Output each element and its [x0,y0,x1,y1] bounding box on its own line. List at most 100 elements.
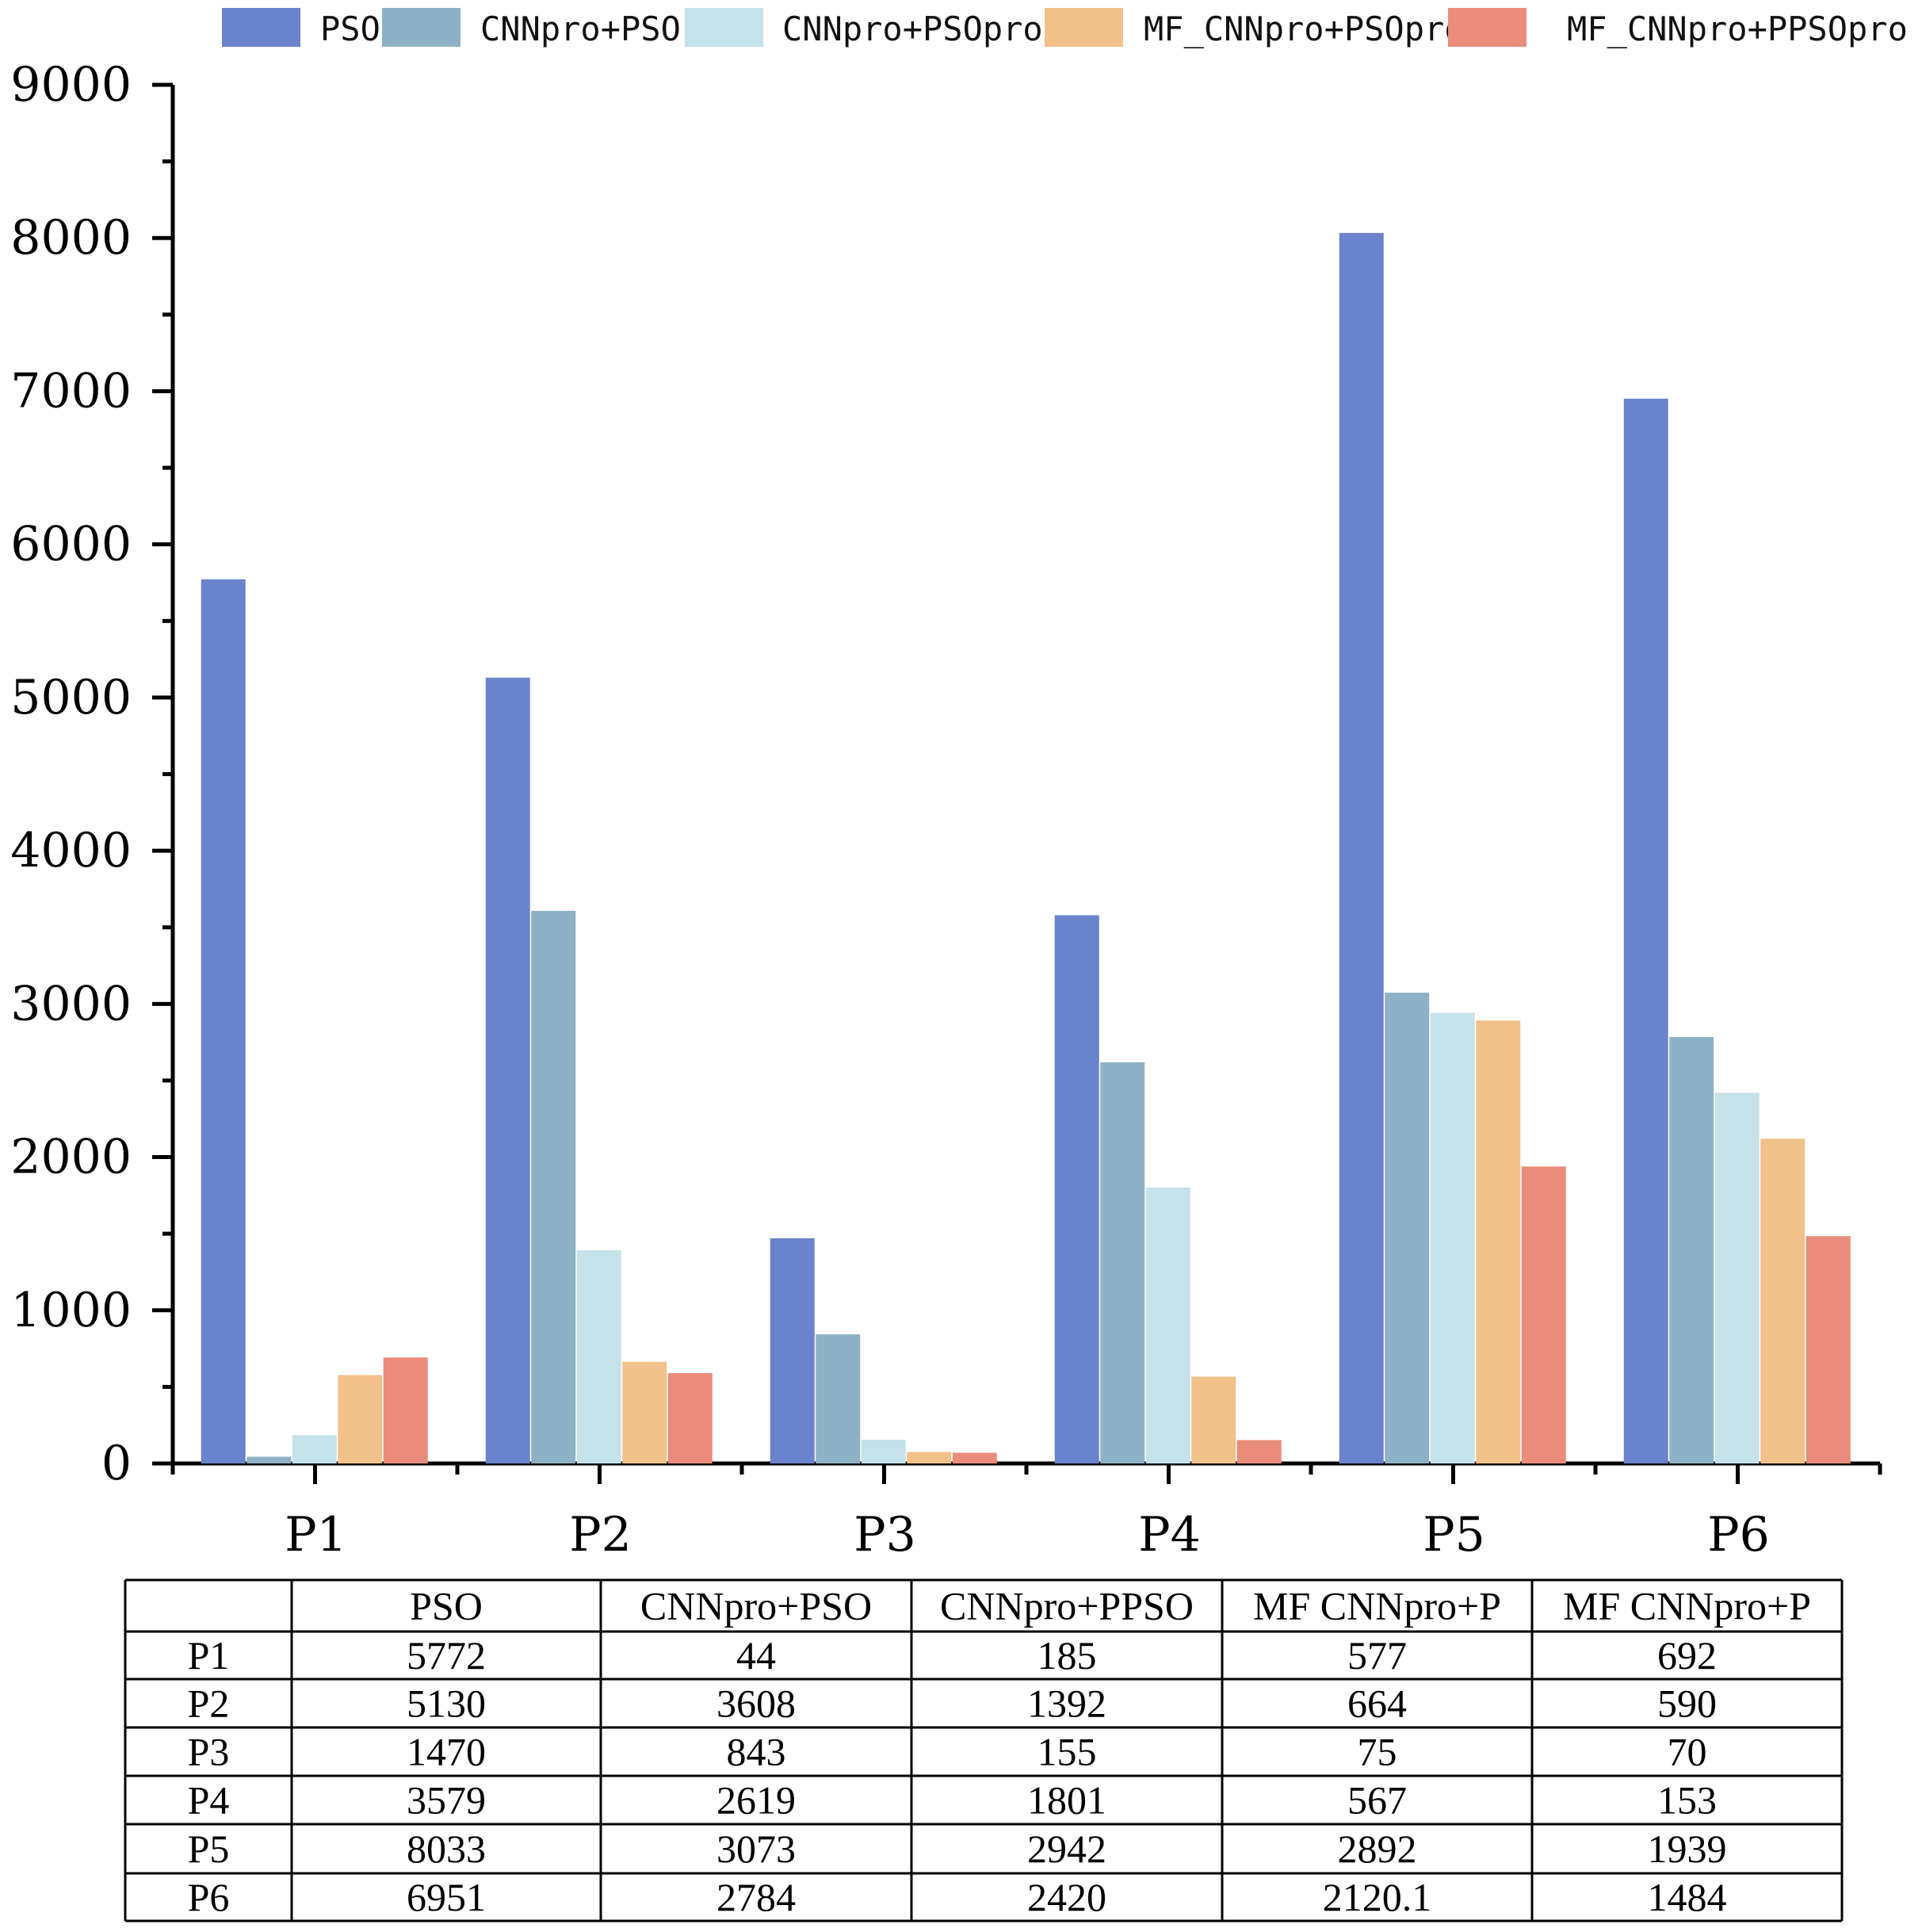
x-category-label: P3 [854,1507,916,1563]
y-tick-label: 9000 [10,57,132,113]
table-cell: 1484 [1648,1875,1727,1919]
y-tick-label: 5000 [10,670,132,725]
x-category-label: P4 [1138,1507,1201,1563]
axes: 0 1000 2000 3000 4000 5000 6000 7000 8000 9000 P1 P… [10,57,1882,1563]
bar-p1-series-5 [383,1357,428,1463]
legend: PSO CNNpro+PSO CNNpro+PSOpro MF_CNNpro+PSOp… [222,8,1908,48]
bar-p4-series-4 [1191,1376,1236,1463]
table-cell: 1470 [407,1730,486,1774]
bar-p4-series-2 [1100,1062,1145,1463]
table-cell: 3608 [716,1681,796,1726]
bar-p4-series-3 [1145,1188,1190,1463]
data-table: PSO CNNpro+PSO CNNpro+PPSO MF CNNpro+P MF CN… [124,1578,1844,1922]
table-cell: 2420 [1027,1875,1106,1919]
table-cell: 664 [1347,1681,1407,1726]
table-cell: 692 [1657,1633,1717,1678]
table-row-label: P4 [188,1778,230,1823]
x-category-label: P5 [1423,1507,1485,1563]
table-row-label: P1 [188,1633,230,1678]
table-row-label: P5 [188,1827,230,1871]
y-tick-label: 6000 [10,517,132,572]
bar-p6-series-2 [1669,1037,1714,1463]
bar-p6-series-1 [1623,398,1668,1463]
legend-label-4: MF_CNNpro+PSOpro [1144,10,1465,48]
table-cell: 2784 [716,1875,796,1919]
table-row-label: P6 [188,1875,230,1919]
bar-p5-series-3 [1430,1012,1475,1463]
bar-p3-series-5 [952,1452,997,1463]
legend-swatch-4 [1045,8,1123,47]
table-cell: 1939 [1648,1827,1727,1871]
table-cell: 8033 [407,1827,486,1871]
legend-label-2: CNNpro+PSO [480,10,681,48]
bar-p6-series-5 [1805,1236,1851,1463]
table-cell: 155 [1037,1730,1097,1774]
table-cell: 70 [1668,1730,1707,1774]
table-cell: 567 [1347,1778,1407,1823]
y-tick-label: 3000 [10,976,132,1031]
bar-p1-series-4 [338,1375,383,1463]
table-cell: 2942 [1027,1827,1106,1871]
bar-p5-series-2 [1385,993,1430,1463]
table-cell: 153 [1657,1778,1717,1823]
bar-p3-series-3 [861,1440,906,1463]
table-cell: 5130 [407,1681,486,1726]
bar-p2-series-4 [622,1361,667,1463]
bar-p3-series-4 [907,1452,952,1463]
y-tick-label: 7000 [10,363,132,419]
bar-p2-series-1 [485,677,530,1463]
table-cell: 3579 [407,1778,486,1823]
bar-p3-series-1 [770,1238,815,1463]
bar-p1-series-3 [292,1435,337,1463]
y-tick-label: 8000 [10,210,132,266]
y-tick-label: 0 [101,1436,132,1491]
bar-p2-series-5 [667,1373,713,1463]
table-cell: 6951 [407,1875,486,1919]
table-header-cell: MF CNNpro+P [1563,1584,1811,1628]
bar-p6-series-4 [1760,1138,1805,1463]
legend-label-5: MF_CNNpro+PPSOpro [1567,10,1908,48]
bar-series [201,232,1851,1464]
table-cell: 5772 [407,1633,486,1678]
table-cell: 843 [727,1730,786,1774]
bar-p5-series-4 [1476,1020,1521,1463]
x-category-label: P2 [569,1507,632,1563]
bar-p3-series-2 [816,1334,861,1463]
table-cell: 2892 [1338,1827,1417,1871]
table-cell: 2619 [716,1778,796,1823]
bar-p2-series-3 [576,1250,621,1463]
legend-swatch-3 [685,8,763,47]
table-cell: 2120.1 [1323,1875,1432,1919]
bar-p1-series-1 [201,579,246,1463]
table-row-label: P2 [188,1681,230,1726]
table-cell: 75 [1358,1730,1397,1774]
table-cell: 1392 [1027,1681,1106,1726]
legend-swatch-1 [222,8,300,47]
table-cell: 1801 [1027,1778,1106,1823]
bar-p5-series-1 [1339,232,1384,1464]
bar-p6-series-3 [1714,1092,1760,1463]
table-cell: 577 [1347,1633,1407,1678]
table-header-cell: PSO [410,1584,483,1628]
y-tick-label: 4000 [10,823,132,878]
bar-p4-series-5 [1236,1440,1282,1463]
y-tick-label: 1000 [10,1283,132,1338]
bar-p4-series-1 [1054,915,1099,1463]
legend-swatch-2 [382,8,460,47]
bar-p2-series-2 [531,910,576,1463]
table-header-cell: MF CNNpro+P [1253,1584,1501,1628]
legend-label-3: CNNpro+PSOpro [782,10,1043,48]
table-cell: 3073 [716,1827,796,1871]
legend-label-1: PSO [320,10,380,48]
x-category-label: P1 [285,1507,347,1563]
bar-p1-series-2 [246,1456,292,1463]
table-header-cell: CNNpro+PPSO [940,1584,1194,1628]
table-row-label: P3 [188,1730,230,1774]
table-cell: 590 [1657,1681,1717,1726]
table-header-cell: CNNpro+PSO [640,1584,872,1628]
bar-p5-series-5 [1521,1166,1566,1463]
x-category-label: P6 [1707,1507,1770,1563]
table-cell: 185 [1037,1633,1097,1678]
